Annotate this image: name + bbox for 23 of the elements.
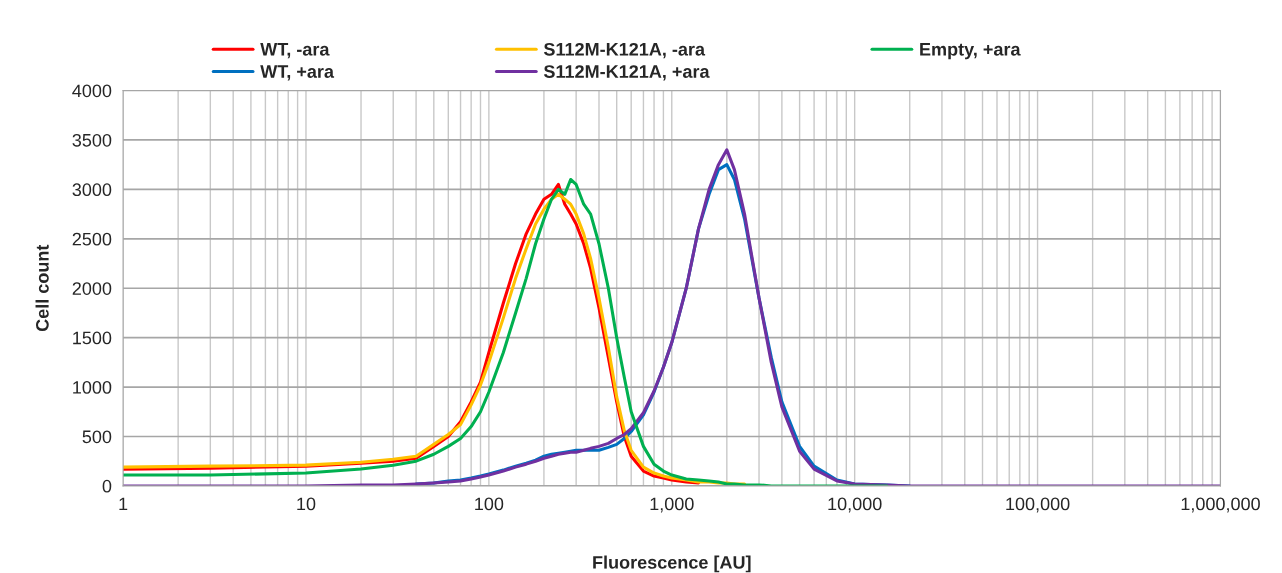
legend-label: S112M-K121A, +ara <box>543 65 710 81</box>
y-tick-label: 2000 <box>72 282 112 295</box>
legend-label: WT, -ara <box>260 43 330 59</box>
legend-label: WT, +ara <box>260 65 335 81</box>
x-axis-title: Fluorescence [AU] <box>593 555 751 573</box>
x-tick-label: 10 <box>297 497 316 511</box>
x-tick-label: 10,000 <box>828 497 882 513</box>
y-tick-label: 3500 <box>72 133 112 147</box>
x-tick-label: 1 <box>119 497 128 511</box>
y-tick-label: 4000 <box>72 84 112 98</box>
y-axis-title: Cell count <box>35 244 49 332</box>
x-tick-label: 1,000,000 <box>1181 497 1260 513</box>
legend-label: Empty, +ara <box>920 43 1021 60</box>
y-tick-label: 2500 <box>72 232 112 246</box>
y-tick-label: 1000 <box>73 381 112 394</box>
y-tick-label: 0 <box>102 479 112 493</box>
y-tick-label: 500 <box>82 430 112 444</box>
x-tick-label: 1,000 <box>650 497 694 513</box>
x-tick-label: 100,000 <box>1006 497 1070 513</box>
y-tick-label: 1500 <box>73 331 112 345</box>
legend-label: S112M-K121A, -ara <box>543 42 706 59</box>
y-tick-label: 3000 <box>72 183 112 197</box>
x-tick-label: 100 <box>475 497 504 511</box>
